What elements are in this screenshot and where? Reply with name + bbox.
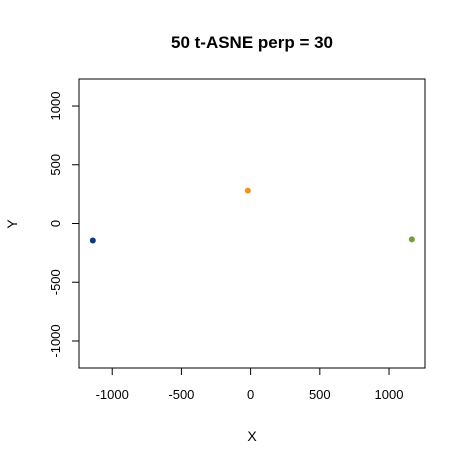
plot-area <box>78 78 426 369</box>
data-point <box>244 187 251 194</box>
y-tick-label: 500 <box>48 154 63 176</box>
x-tick-label: 1000 <box>375 387 404 402</box>
x-axis-label: X <box>247 428 257 444</box>
x-axis: -1000 -500 0 500 1000 <box>96 367 404 402</box>
y-tick-label: 0 <box>48 220 63 227</box>
x-tick-label: 500 <box>309 387 331 402</box>
y-tick-label: -500 <box>48 269 63 295</box>
data-point <box>408 236 415 243</box>
chart-title: 50 t-ASNE perp = 30 <box>171 33 333 52</box>
x-tick-label: 0 <box>247 387 254 402</box>
data-point <box>89 237 96 244</box>
y-axis-label: Y <box>4 219 20 229</box>
x-tick-label: -1000 <box>96 387 129 402</box>
y-tick-label: 1000 <box>48 92 63 121</box>
data-points <box>89 187 415 244</box>
y-tick-label: -1000 <box>48 324 63 357</box>
y-axis: -1000 -500 0 500 1000 <box>48 92 80 358</box>
x-tick-label: -500 <box>168 387 194 402</box>
